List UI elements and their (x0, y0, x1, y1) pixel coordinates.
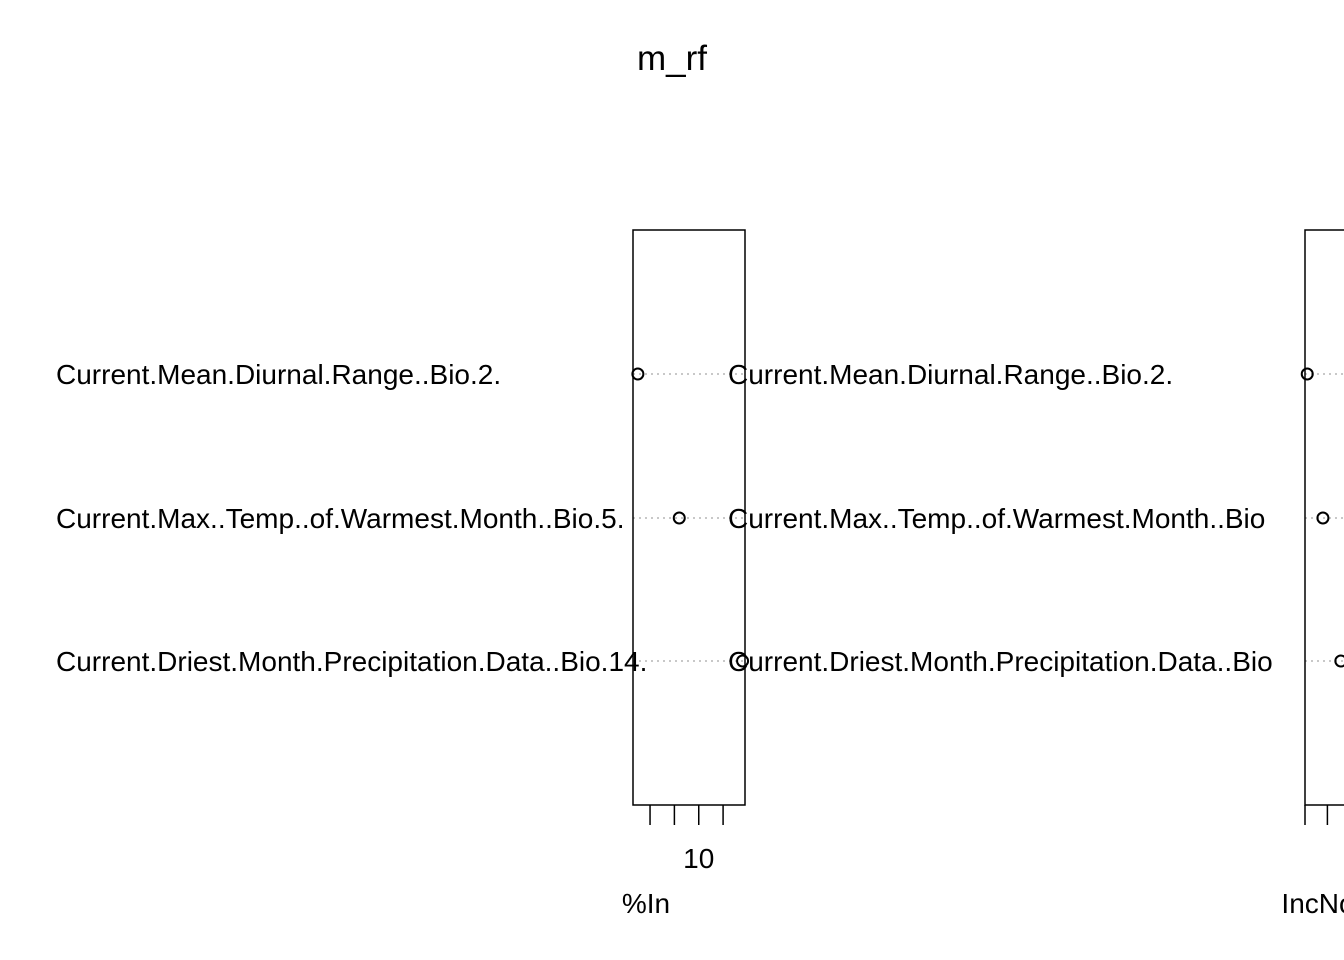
category-label: Current.Max..Temp..of.Warmest.Month..Bio… (56, 503, 624, 534)
category-label: Current.Max..Temp..of.Warmest.Month..Bio (728, 503, 1265, 534)
data-point (631, 367, 645, 381)
data-point (1300, 367, 1314, 381)
category-label: Current.Driest.Month.Precipitation.Data.… (56, 646, 647, 677)
chart-title: m_rf (637, 39, 707, 78)
data-point (1316, 511, 1330, 525)
category-label: Current.Mean.Diurnal.Range..Bio.2. (728, 359, 1173, 390)
x-tick-label: 10 (683, 843, 714, 874)
category-label: Current.Driest.Month.Precipitation.Data.… (728, 646, 1273, 677)
x-axis-label: IncNo (1281, 888, 1344, 919)
data-point (1334, 654, 1344, 668)
data-point (736, 654, 750, 668)
data-point (672, 511, 686, 525)
panel-frame (632, 229, 746, 806)
panel-frame (1304, 229, 1344, 806)
x-axis-label: %In (622, 888, 670, 919)
category-label: Current.Mean.Diurnal.Range..Bio.2. (56, 359, 501, 390)
